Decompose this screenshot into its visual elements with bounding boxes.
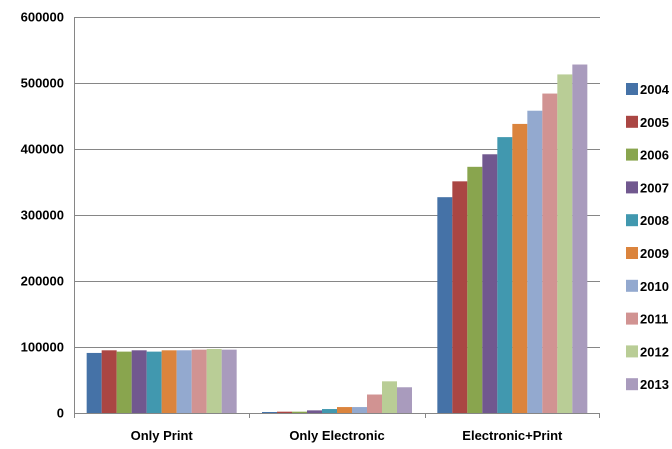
x-tick-label: Electronic+Print xyxy=(462,428,563,443)
bar-2013 xyxy=(397,387,412,413)
bar-2011 xyxy=(367,394,382,413)
legend-swatch-2011 xyxy=(626,312,638,325)
legend-swatch-2008 xyxy=(626,214,638,227)
y-tick-label: 400000 xyxy=(21,142,64,157)
bar-2004 xyxy=(262,412,277,413)
bar-2012 xyxy=(557,74,573,414)
bar-2010 xyxy=(527,110,543,413)
y-tick-label: 200000 xyxy=(21,274,64,289)
bar-2007 xyxy=(307,410,322,413)
legend-swatch-2004 xyxy=(626,83,638,95)
legend-label: 2004 xyxy=(640,82,670,97)
legend-label: 2009 xyxy=(640,246,669,261)
legend-label: 2013 xyxy=(640,377,669,392)
axes: 0 100000 200000 300000 400000 500000 600000 Onl… xyxy=(21,10,600,443)
bar-2005 xyxy=(101,350,117,413)
bar-2007 xyxy=(131,350,147,413)
bar-2010 xyxy=(176,350,192,413)
legend-label: 2006 xyxy=(640,148,669,163)
legend-label: 2008 xyxy=(640,213,669,228)
bar-2009 xyxy=(337,407,352,413)
legend-swatch-2012 xyxy=(626,345,638,358)
legend-swatch-2009 xyxy=(626,247,638,259)
y-tick-label: 600000 xyxy=(21,10,64,25)
legend: 2004 2005 2006 2007 2008 2009 2010 2011 2012 2013 xyxy=(626,82,670,392)
y-tick-label: 0 xyxy=(57,406,64,421)
y-tick-label: 500000 xyxy=(21,76,64,91)
bar-2005 xyxy=(277,411,292,413)
bar-2013 xyxy=(221,349,237,413)
bar-2012 xyxy=(382,381,397,413)
bar-2011 xyxy=(191,349,207,413)
bar-2010 xyxy=(352,407,367,413)
bar-2012 xyxy=(206,348,222,413)
legend-swatch-2010 xyxy=(626,279,638,292)
legend-label: 2012 xyxy=(640,344,669,359)
bar-2007 xyxy=(482,154,498,413)
bar-2011 xyxy=(542,93,558,413)
x-tick-label: Only Print xyxy=(131,428,194,443)
legend-swatch-2005 xyxy=(626,115,638,128)
bar-2009 xyxy=(161,350,177,413)
bar-2008 xyxy=(322,409,337,413)
bar-2006 xyxy=(116,351,132,413)
legend-label: 2007 xyxy=(640,180,669,195)
bar-2004 xyxy=(86,352,102,413)
bar-2006 xyxy=(292,411,307,413)
bars xyxy=(86,64,588,414)
legend-label: 2011 xyxy=(640,312,668,327)
bar-2009 xyxy=(512,123,528,414)
y-tick-label: 300000 xyxy=(21,208,64,223)
legend-label: 2010 xyxy=(640,279,669,294)
bar-2006 xyxy=(467,166,483,413)
legend-label: 2005 xyxy=(640,115,669,130)
bar-2005 xyxy=(452,181,468,413)
x-tick-label: Only Electronic xyxy=(289,428,384,443)
bar-2008 xyxy=(497,137,513,413)
y-tick-label: 100000 xyxy=(21,340,64,355)
bar-2004 xyxy=(437,197,453,413)
legend-swatch-2006 xyxy=(626,148,638,161)
bar-2008 xyxy=(146,351,162,413)
bar-2013 xyxy=(572,64,588,414)
legend-swatch-2007 xyxy=(626,181,638,194)
legend-swatch-2013 xyxy=(626,378,638,391)
